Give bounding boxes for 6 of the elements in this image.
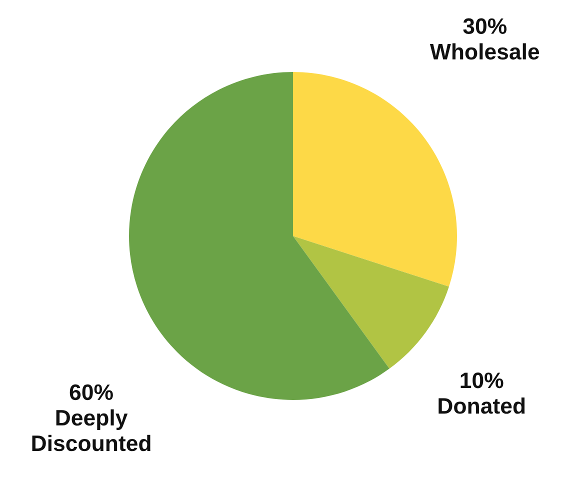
slice-label: Donated xyxy=(438,397,525,414)
slice-label: Wholesale xyxy=(430,43,540,60)
data-label: 60% xyxy=(70,384,113,400)
data-label: 10% xyxy=(460,372,504,388)
slice-label: Deeply Discounted xyxy=(32,409,150,452)
data-label: 30% xyxy=(463,18,507,34)
